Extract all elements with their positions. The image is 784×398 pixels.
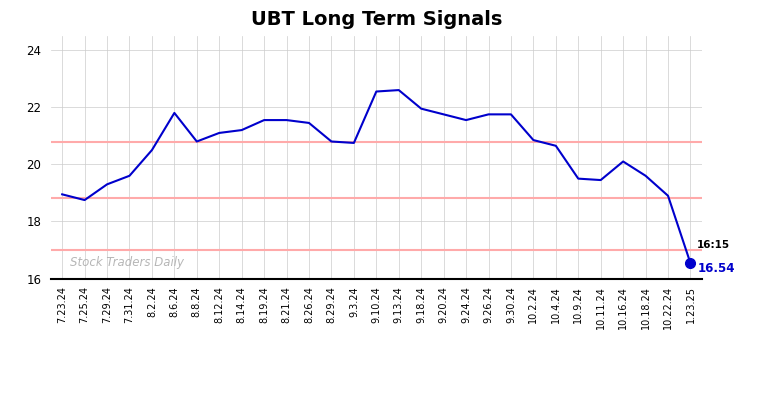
Text: Stock Traders Daily: Stock Traders Daily	[71, 256, 184, 269]
Title: UBT Long Term Signals: UBT Long Term Signals	[251, 10, 502, 29]
Text: 16:15: 16:15	[697, 240, 731, 250]
Text: 16.54: 16.54	[697, 262, 735, 275]
